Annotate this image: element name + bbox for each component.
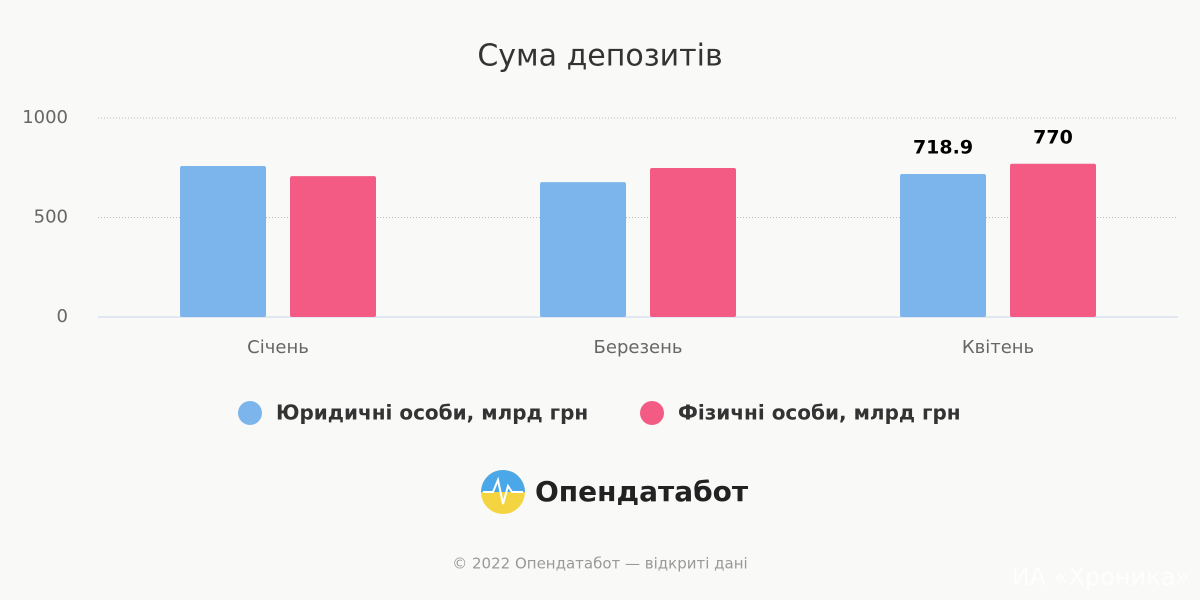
- bar: [540, 182, 626, 317]
- logo-text: Опендатабот: [535, 475, 749, 508]
- legend-label: Юридичні особи, млрд грн: [276, 401, 588, 425]
- logo-icon-top: [481, 470, 525, 492]
- bar: [900, 173, 986, 317]
- bar: [180, 165, 266, 317]
- y-tick-label: 1000: [22, 107, 68, 128]
- watermark: ИА «Хроника»: [1012, 563, 1190, 591]
- x-tick-label: Березень: [594, 337, 683, 358]
- bar: [290, 176, 376, 317]
- x-tick-label: Січень: [247, 337, 309, 358]
- legend-marker: [640, 401, 664, 425]
- y-tick-label: 0: [57, 306, 68, 327]
- data-label: 770: [1033, 126, 1073, 148]
- bar: [1010, 163, 1096, 317]
- logo: Опендатабот: [481, 470, 749, 514]
- chart-title: Сума депозитів: [477, 39, 722, 74]
- x-tick-label: Квітень: [962, 337, 1034, 358]
- bar: [650, 167, 736, 317]
- footer: © 2022 Опендатабот — відкриті дані: [452, 555, 747, 573]
- logo-pulse: [483, 476, 523, 505]
- legend-marker: [238, 401, 262, 425]
- legend-label: Фізичні особи, млрд грн: [678, 401, 961, 425]
- y-tick-label: 500: [34, 207, 68, 228]
- data-label: 718.9: [913, 136, 973, 158]
